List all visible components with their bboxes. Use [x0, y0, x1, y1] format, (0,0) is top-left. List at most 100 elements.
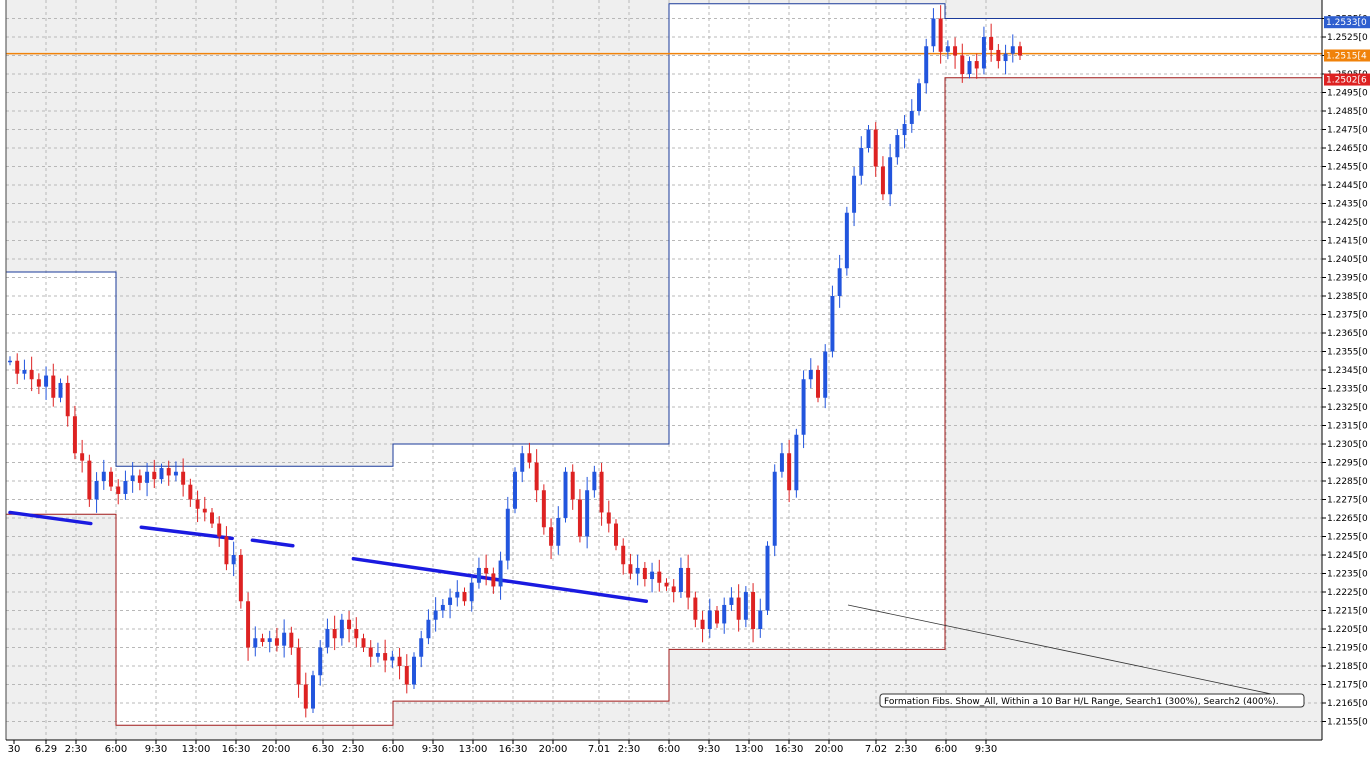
candle[interactable]: [426, 609, 431, 645]
candle[interactable]: [989, 23, 994, 62]
candle[interactable]: [924, 38, 929, 94]
candle[interactable]: [375, 642, 380, 663]
candle[interactable]: [137, 469, 142, 491]
candle[interactable]: [188, 478, 193, 507]
candle[interactable]: [22, 359, 27, 380]
candle[interactable]: [448, 588, 453, 619]
candle[interactable]: [707, 598, 712, 638]
candle[interactable]: [87, 454, 92, 507]
candle[interactable]: [513, 467, 517, 514]
candle[interactable]: [325, 618, 330, 654]
candle[interactable]: [476, 557, 481, 589]
candle[interactable]: [469, 575, 474, 612]
candle[interactable]: [599, 462, 604, 526]
candle[interactable]: [996, 44, 1001, 69]
candle[interactable]: [577, 489, 582, 543]
candle[interactable]: [808, 358, 813, 389]
candle[interactable]: [368, 640, 373, 668]
candle[interactable]: [816, 365, 820, 403]
candle[interactable]: [217, 516, 222, 547]
candle[interactable]: [347, 610, 352, 643]
candle[interactable]: [440, 599, 445, 618]
candle[interactable]: [541, 484, 546, 535]
candle[interactable]: [606, 500, 611, 533]
candle[interactable]: [260, 633, 265, 647]
candle[interactable]: [318, 640, 323, 686]
candle[interactable]: [642, 562, 647, 587]
candle[interactable]: [202, 496, 207, 522]
candle[interactable]: [859, 136, 864, 185]
candle[interactable]: [880, 156, 885, 201]
candle[interactable]: [246, 592, 251, 661]
candle[interactable]: [729, 587, 734, 611]
candle[interactable]: [80, 439, 85, 473]
candle[interactable]: [210, 508, 214, 528]
candle[interactable]: [837, 254, 842, 308]
candle[interactable]: [852, 166, 857, 227]
candle[interactable]: [953, 37, 958, 69]
candle[interactable]: [166, 460, 171, 486]
candle[interactable]: [909, 99, 914, 133]
candle[interactable]: [123, 470, 128, 500]
candle[interactable]: [938, 5, 943, 64]
candle[interactable]: [231, 541, 236, 577]
candle[interactable]: [974, 53, 979, 79]
candle[interactable]: [635, 554, 640, 586]
candle[interactable]: [195, 490, 200, 523]
candle[interactable]: [94, 472, 99, 513]
candle[interactable]: [404, 654, 409, 694]
candle[interactable]: [145, 462, 150, 497]
candle[interactable]: [116, 479, 121, 505]
candle[interactable]: [715, 606, 719, 628]
candle[interactable]: [772, 464, 777, 557]
candle[interactable]: [960, 43, 965, 83]
candle[interactable]: [981, 26, 986, 75]
candle[interactable]: [563, 467, 568, 523]
candle[interactable]: [967, 56, 972, 79]
candle[interactable]: [267, 630, 272, 653]
candle[interactable]: [238, 549, 243, 609]
candle[interactable]: [1018, 41, 1022, 60]
candle[interactable]: [332, 615, 337, 651]
candle[interactable]: [44, 366, 49, 400]
candle[interactable]: [823, 344, 828, 409]
candle[interactable]: [72, 405, 77, 460]
candle[interactable]: [873, 122, 878, 177]
candle[interactable]: [866, 125, 871, 153]
candle[interactable]: [736, 584, 741, 632]
candle[interactable]: [289, 626, 294, 655]
candle[interactable]: [152, 459, 157, 489]
candle[interactable]: [664, 578, 669, 591]
candle[interactable]: [751, 583, 756, 643]
candle[interactable]: [844, 206, 849, 276]
candle[interactable]: [1003, 44, 1008, 75]
candle[interactable]: [1010, 34, 1015, 63]
candle[interactable]: [274, 627, 279, 652]
candle[interactable]: [794, 428, 799, 498]
candle[interactable]: [419, 630, 424, 668]
candle[interactable]: [130, 462, 135, 493]
candle[interactable]: [570, 464, 575, 510]
candle[interactable]: [159, 463, 164, 484]
candle[interactable]: [433, 597, 438, 632]
candle[interactable]: [671, 579, 676, 603]
candle[interactable]: [765, 541, 770, 615]
candle[interactable]: [743, 586, 748, 628]
candle[interactable]: [902, 115, 907, 149]
candle[interactable]: [585, 476, 590, 549]
candle[interactable]: [282, 619, 287, 658]
candle[interactable]: [556, 506, 561, 555]
candle[interactable]: [383, 639, 388, 673]
candle[interactable]: [303, 672, 308, 718]
candle[interactable]: [621, 538, 626, 575]
candle[interactable]: [65, 375, 70, 427]
candle[interactable]: [498, 551, 503, 600]
candle[interactable]: [484, 554, 489, 586]
candle[interactable]: [397, 647, 402, 680]
candle[interactable]: [181, 458, 186, 497]
candle[interactable]: [534, 449, 539, 503]
candle[interactable]: [390, 650, 395, 668]
candle[interactable]: [592, 465, 597, 498]
